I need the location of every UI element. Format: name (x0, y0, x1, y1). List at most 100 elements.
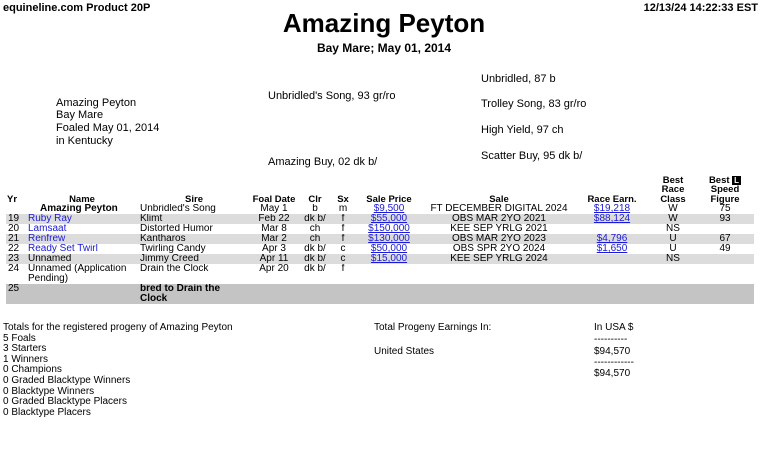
cell-text: Unbridled's Song (140, 204, 216, 214)
cell-text: c (340, 244, 346, 254)
table-cell: Distorted Humor (138, 224, 250, 234)
table-cell: May 1 (250, 204, 298, 214)
table-cell: U (650, 234, 696, 244)
cell-text: 24 (8, 264, 20, 274)
column-header: Yr (7, 193, 18, 205)
totals-right: In USA $ (594, 322, 634, 333)
cell-link[interactable]: $50,000 (370, 244, 408, 254)
table-cell: 22 (6, 244, 26, 254)
table-cell (696, 254, 754, 264)
table-cell: $15,000 (354, 254, 424, 264)
table-cell (298, 284, 332, 304)
cell-link[interactable]: $19,218 (593, 204, 631, 214)
cell-text: Unnamed (Application Pending) (28, 264, 127, 284)
cell-text: 21 (8, 234, 20, 244)
cell-link[interactable]: $9,500 (373, 204, 405, 214)
cell-text: bred to Drain the Clock (140, 284, 221, 304)
column-header: Sale Price (366, 193, 412, 205)
cell-link[interactable]: $88,124 (593, 214, 631, 224)
subject-line: Amazing Peyton (56, 97, 137, 109)
cell-link[interactable]: Ruby Ray (28, 214, 72, 224)
cell-text: May 1 (260, 204, 288, 214)
cell-text: Apr 11 (259, 254, 289, 264)
totals-right: ---------- (594, 334, 628, 345)
cell-text: U (669, 244, 677, 254)
table-cell: $19,218 (574, 204, 650, 214)
totals-middle: United States (374, 346, 435, 357)
table-cell (250, 284, 298, 304)
column-header: Sire (185, 193, 203, 205)
table-cell: c (332, 254, 354, 264)
cell-link[interactable]: $15,000 (370, 254, 408, 264)
cell-text: dk b/ (304, 254, 326, 264)
table-row: 20 Lamsaat Distorted Humor Mar 8 ch f $150,000… (6, 224, 754, 234)
table-cell: 67 (696, 234, 754, 244)
table-cell (574, 264, 650, 284)
cell-link[interactable]: $55,000 (370, 214, 408, 224)
totals-line: 3 Starters (3, 343, 47, 355)
table-cell: 75 (696, 204, 754, 214)
header-text: Best (708, 174, 730, 186)
grandparent: Scatter Buy, 95 dk b/ (481, 150, 583, 162)
table-cell: Jimmy Creed (138, 254, 250, 264)
cell-text: ch (309, 234, 321, 244)
cell-text: 19 (8, 214, 20, 224)
totals-line: Totals for the registered progeny of Ama… (3, 322, 233, 333)
subject-line: Bay Mare (56, 109, 104, 121)
cell-link[interactable]: Lamsaat (28, 224, 67, 234)
table-row: 24 Unnamed (Application Pending) Drain the… (6, 264, 754, 284)
cell-text: W (668, 204, 678, 214)
totals-line: 5 Foals (3, 332, 36, 344)
totals-right: ------------ (594, 357, 634, 368)
table-cell: OBS SPR 2YO 2024 (424, 244, 574, 254)
totals-line: 0 Graded Blacktype Winners (3, 375, 131, 386)
table-cell: dk b/ (298, 254, 332, 264)
table-row: 22 Ready Set Twirl Twirling Candy Apr 3 dk b… (6, 244, 754, 254)
cell-text: U (669, 234, 677, 244)
table-row: 25 bred to Drain the Clock (6, 284, 754, 304)
table-cell: $150,000 (354, 224, 424, 234)
cell-link[interactable]: $4,796 (596, 234, 628, 244)
table-cell (354, 284, 424, 304)
table-cell: Ready Set Twirl (26, 244, 138, 254)
column-header: Clr (308, 193, 322, 205)
column-header: Foal Date (252, 193, 296, 205)
table-cell: 23 (6, 254, 26, 264)
column-header: Best Race Class (660, 174, 686, 205)
cell-text: Distorted Humor (140, 224, 213, 234)
cell-text: f (341, 224, 345, 234)
cell-link[interactable]: Ready Set Twirl (28, 244, 98, 254)
cell-text: 67 (719, 234, 731, 244)
table-cell: f (332, 224, 354, 234)
cell-text: dk b/ (304, 264, 326, 274)
cell-link[interactable]: Renfrew (28, 234, 66, 244)
cell-link[interactable]: $130,000 (368, 234, 410, 244)
table-row: 19 Ruby Ray Klimt Feb 22 dk b/f $55,000 OBS MA… (6, 214, 754, 224)
table-cell (332, 284, 354, 304)
totals-middle: Total Progeny Earnings In: (374, 322, 492, 333)
table-cell: f (332, 264, 354, 284)
table-cell: OBS MAR 2YO 2023 (424, 234, 574, 244)
cell-link[interactable]: $150,000 (368, 224, 410, 234)
table-cell (26, 284, 138, 304)
cell-text: Klimt (140, 214, 163, 224)
table-cell: 20 (6, 224, 26, 234)
table-cell (424, 284, 574, 304)
cell-text: 22 (8, 244, 20, 254)
column-header: Race Earn. (587, 193, 637, 205)
cell-text: Amazing Peyton (40, 204, 118, 214)
table-cell (574, 254, 650, 264)
table-cell: FT DECEMBER DIGITAL 2024 (424, 204, 574, 214)
table-cell: Unnamed (26, 254, 138, 264)
totals-line: 0 Graded Blacktype Placers (3, 396, 127, 408)
table-cell: Apr 20 (250, 264, 298, 284)
table-cell: 25 (6, 284, 26, 304)
cell-text: 23 (8, 254, 20, 264)
cell-text: OBS MAR 2YO 2023 (452, 234, 546, 244)
cell-text: 20 (8, 224, 20, 234)
table-cell: Mar 8 (250, 224, 298, 234)
table-cell: Unnamed (Application Pending) (26, 264, 138, 284)
cell-link[interactable]: $1,650 (596, 244, 628, 254)
cell-text: 25 (8, 284, 20, 294)
